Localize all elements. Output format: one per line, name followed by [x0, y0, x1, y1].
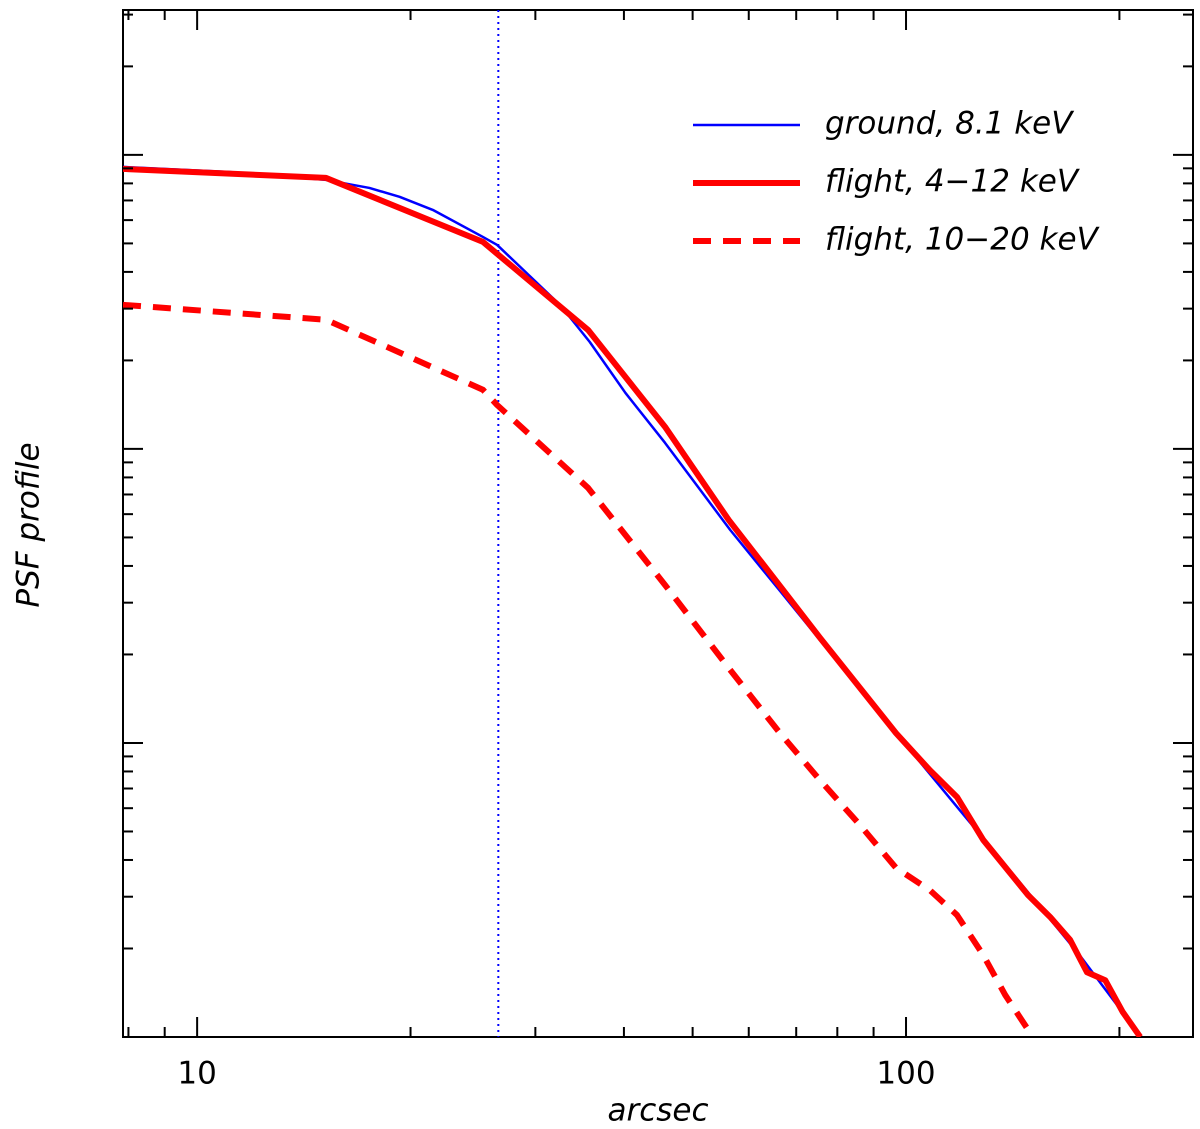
x-tick-label: 100 [876, 1056, 935, 1092]
series-line [123, 165, 1130, 1022]
legend-label: ground, 8.1 keV [825, 106, 1075, 142]
plot-frame [122, 9, 1194, 1038]
series-line [123, 301, 1036, 1037]
series-line [123, 165, 1143, 1037]
x-tick-label: 10 [177, 1056, 216, 1092]
y-axis-label: PSF profile [11, 442, 47, 607]
legend-label: flight, 10−20 keV [825, 222, 1101, 258]
legend-label: flight, 4−12 keV [825, 164, 1081, 200]
plot-area [123, 10, 1143, 1037]
x-axis-label: arcsec [607, 1093, 708, 1129]
